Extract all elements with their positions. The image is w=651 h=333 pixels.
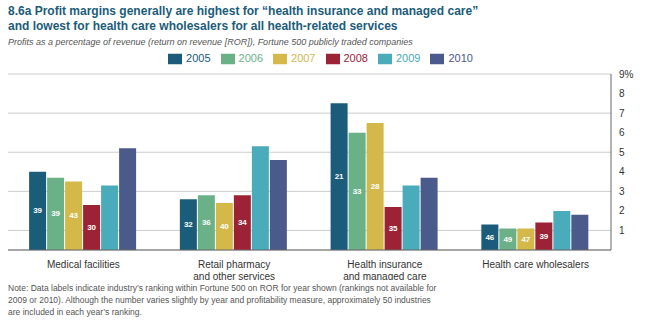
svg-text:49: 49 [503, 235, 512, 244]
svg-text:1: 1 [619, 225, 625, 236]
svg-text:21: 21 [335, 172, 344, 181]
svg-text:47: 47 [521, 235, 530, 244]
html-text:2010: 2010 [448, 52, 473, 64]
svg-text:36: 36 [202, 218, 211, 227]
svg-text:34: 34 [238, 218, 247, 227]
html-text:2009 or 2010). Although the nu: 2009 or 2010). Although the number varie… [8, 295, 431, 305]
html-text:Note: Data labels indicate ind: Note: Data labels indicate industry’s ra… [8, 283, 437, 293]
svg-text:Health care wholesalers: Health care wholesalers [482, 259, 589, 270]
html-text:are included in each year’s ra: are included in each year’s ranking. [8, 307, 142, 317]
svg-text:8: 8 [619, 88, 625, 99]
svg-text:4: 4 [619, 166, 625, 177]
html-text:2009: 2009 [396, 52, 421, 64]
svg-text:7: 7 [619, 108, 625, 119]
html-text:Profits as a percentage of rev: Profits as a percentage of revenue (retu… [8, 37, 413, 47]
html-text:2006: 2006 [238, 52, 263, 64]
html-text:2008: 2008 [343, 52, 368, 64]
svg-text:5: 5 [619, 147, 625, 158]
svg-text:3: 3 [619, 186, 625, 197]
svg-text:2: 2 [619, 205, 625, 216]
svg-text:32: 32 [184, 220, 193, 229]
svg-text:39: 39 [539, 232, 548, 241]
svg-text:Retail pharmacyand other servi: Retail pharmacyand other services [193, 259, 275, 280]
html-text:2005: 2005 [186, 52, 211, 64]
svg-text:40: 40 [220, 222, 229, 231]
svg-text:9%: 9% [619, 69, 634, 80]
svg-text:6: 6 [619, 127, 625, 138]
svg-text:39: 39 [33, 206, 42, 215]
svg-text:39: 39 [51, 209, 60, 218]
svg-text:43: 43 [69, 211, 78, 220]
svg-text:Medical facilities: Medical facilities [47, 259, 120, 270]
html-text:and lowest for health care who: and lowest for health care wholesalers f… [8, 19, 398, 33]
html-text:2007: 2007 [291, 52, 316, 64]
svg-text:33: 33 [353, 187, 362, 196]
svg-text:35: 35 [389, 224, 398, 233]
svg-text:30: 30 [87, 223, 96, 232]
html-text:8.6a Profit margins generally: 8.6a Profit margins generally are highes… [8, 4, 479, 18]
svg-text:28: 28 [371, 182, 380, 191]
svg-text:46: 46 [485, 233, 494, 242]
svg-text:Health insuranceand managed ca: Health insuranceand managed care [343, 259, 427, 280]
